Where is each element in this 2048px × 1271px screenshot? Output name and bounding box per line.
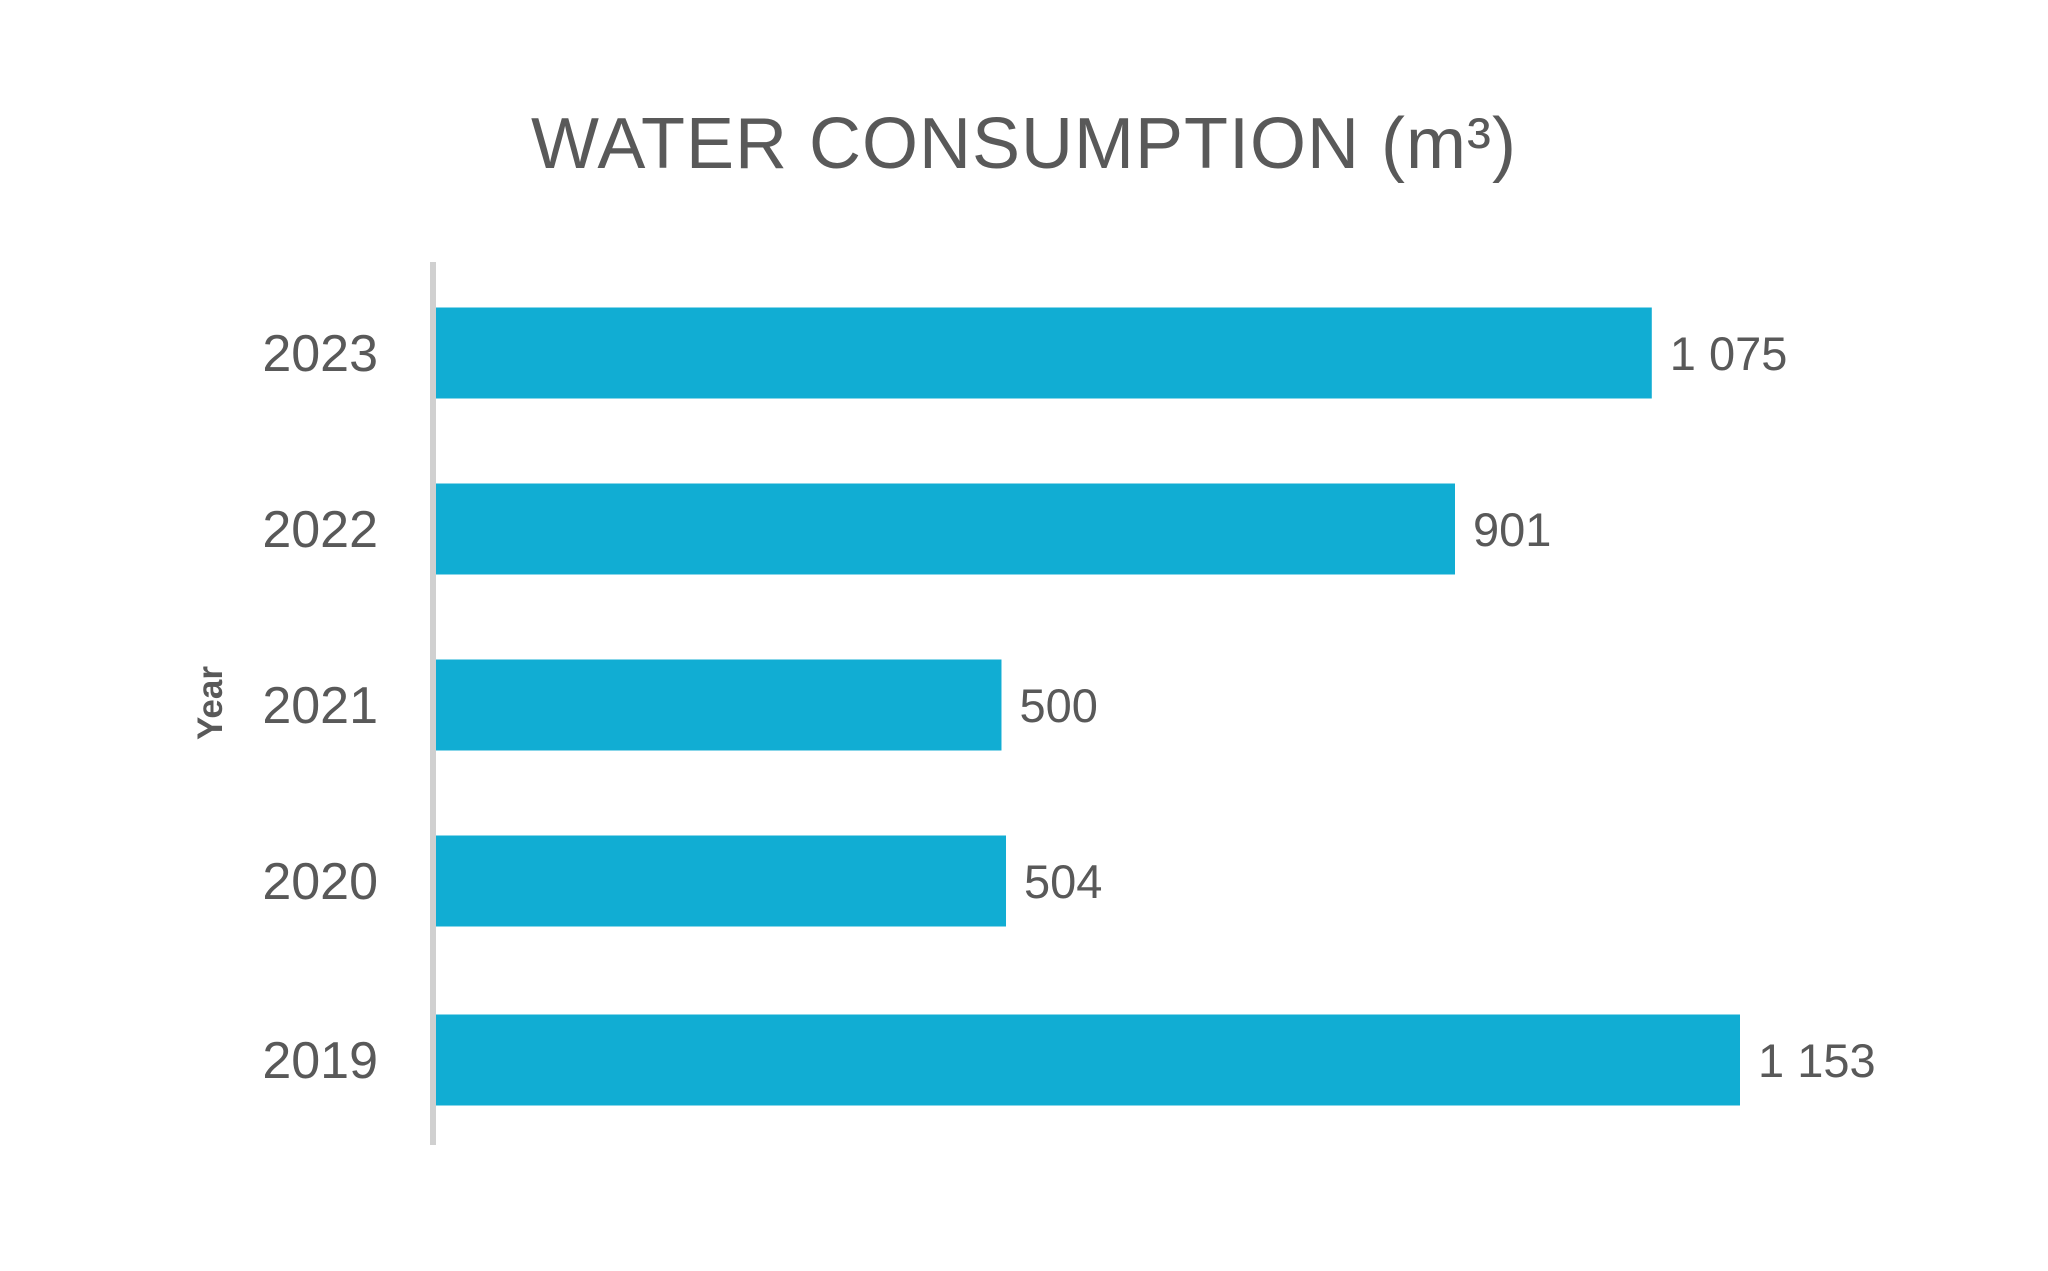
data-label-2022: 901 <box>1473 503 1551 556</box>
data-label-2021: 500 <box>1019 679 1097 732</box>
data-label-2020: 504 <box>1024 855 1102 908</box>
bar-2023 <box>436 307 1652 399</box>
y-axis-title: Year <box>191 666 230 740</box>
y-tick-label-2021: 2021 <box>262 677 378 735</box>
labels-layer: 2023 1 075 2022 901 2021 500 2020 504 2019 1 153 <box>262 325 1875 1090</box>
y-tick-label-2019: 2019 <box>262 1032 378 1090</box>
bar-2019 <box>436 1014 1740 1106</box>
y-tick-label-2022: 2022 <box>262 501 378 559</box>
bar-2020 <box>436 835 1007 927</box>
bar-2021 <box>436 659 1002 751</box>
y-tick-label-2023: 2023 <box>262 325 378 383</box>
y-tick-label-2020: 2020 <box>262 853 378 911</box>
bar-2022 <box>436 483 1455 575</box>
bars-layer <box>436 307 1740 1106</box>
chart-title: WATER CONSUMPTION (m³) <box>531 104 1517 184</box>
data-label-2023: 1 075 <box>1670 327 1788 380</box>
data-label-2019: 1 153 <box>1758 1034 1876 1087</box>
